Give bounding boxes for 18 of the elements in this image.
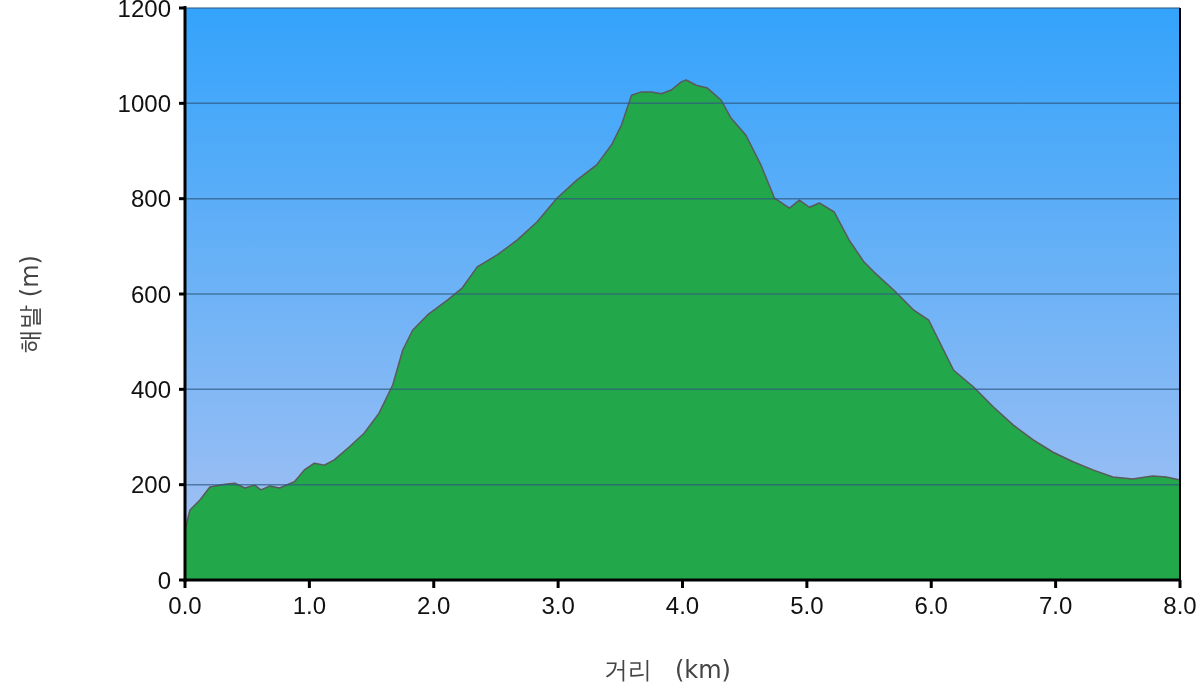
- x-tick-label: 8.0: [1163, 592, 1197, 619]
- y-tick-label: 200: [130, 471, 171, 499]
- x-tick-label: 1.0: [292, 592, 327, 619]
- x-tick-label: 4.0: [665, 592, 700, 619]
- y-tick-label: 800: [130, 185, 171, 213]
- y-tick-label: 0: [157, 566, 171, 594]
- y-tick-label: 1000: [117, 89, 171, 117]
- x-tick-label: 2.0: [417, 592, 451, 619]
- x-axis-title: 거리 (km): [604, 656, 731, 684]
- y-axis-title: 해발 (m): [16, 255, 44, 353]
- x-tick-label: 5.0: [790, 592, 824, 619]
- x-tick-label: 0.0: [168, 592, 202, 619]
- y-tick-label: 400: [130, 375, 171, 403]
- x-tick-label: 7.0: [1038, 592, 1073, 619]
- y-tick-label: 600: [130, 280, 171, 308]
- x-tick-label: 6.0: [914, 592, 948, 619]
- y-tick-label: 1200: [117, 0, 171, 22]
- x-tick-label: 3.0: [541, 592, 575, 619]
